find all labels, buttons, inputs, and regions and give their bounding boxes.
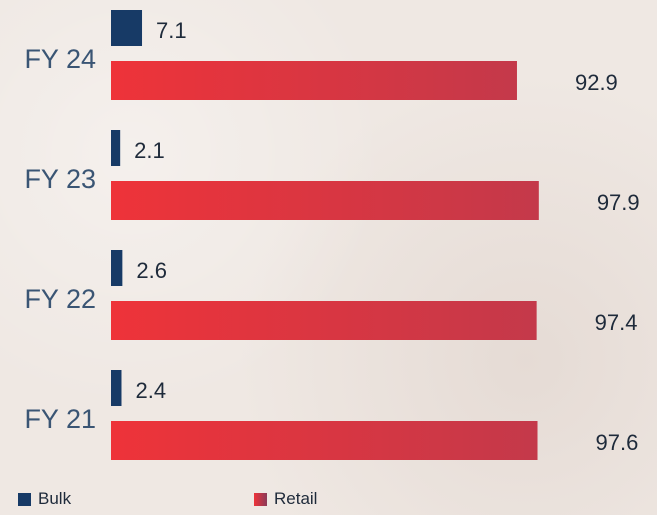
category-label-fy-23: FY 23 — [24, 164, 96, 194]
bar-bulk-fy-23 — [111, 130, 121, 166]
bar-chart: FY 24 7.1 92.9 FY 23 2.1 97.9 FY 22 2.6 97.4 FY 2… — [24, 10, 640, 460]
legend-item-retail: Retail — [254, 489, 317, 509]
value-label-bulk-fy-22: 2.6 — [136, 258, 167, 283]
legend-label-bulk: Bulk — [38, 489, 72, 508]
category-label-fy-24: FY 24 — [24, 44, 96, 74]
bar-retail-fy-21 — [111, 421, 538, 460]
bar-bulk-fy-24 — [111, 10, 143, 46]
value-label-retail-fy-21: 97.6 — [596, 430, 639, 455]
legend-swatch-bulk — [18, 492, 31, 506]
legend: Bulk Retail — [18, 489, 638, 511]
legend-item-bulk: Bulk — [18, 489, 71, 509]
category-label-fy-22: FY 22 — [24, 284, 96, 314]
bar-retail-fy-22 — [111, 301, 537, 340]
value-label-bulk-fy-23: 2.1 — [134, 138, 165, 163]
bar-bulk-fy-21 — [111, 370, 122, 406]
bar-retail-fy-23 — [111, 181, 539, 220]
value-label-retail-fy-24: 92.9 — [575, 70, 618, 95]
value-label-retail-fy-22: 97.4 — [595, 310, 638, 335]
value-label-retail-fy-23: 97.9 — [597, 190, 640, 215]
value-label-bulk-fy-21: 2.4 — [135, 378, 166, 403]
legend-swatch-retail — [254, 492, 267, 506]
category-label-fy-21: FY 21 — [24, 404, 96, 434]
bars-layer: FY 24 7.1 92.9 FY 23 2.1 97.9 FY 22 2.6 97.4 FY 2… — [24, 10, 640, 460]
value-label-bulk-fy-24: 7.1 — [156, 18, 187, 43]
bar-bulk-fy-22 — [111, 250, 123, 286]
bar-retail-fy-24 — [111, 61, 517, 100]
legend-label-retail: Retail — [274, 489, 318, 508]
